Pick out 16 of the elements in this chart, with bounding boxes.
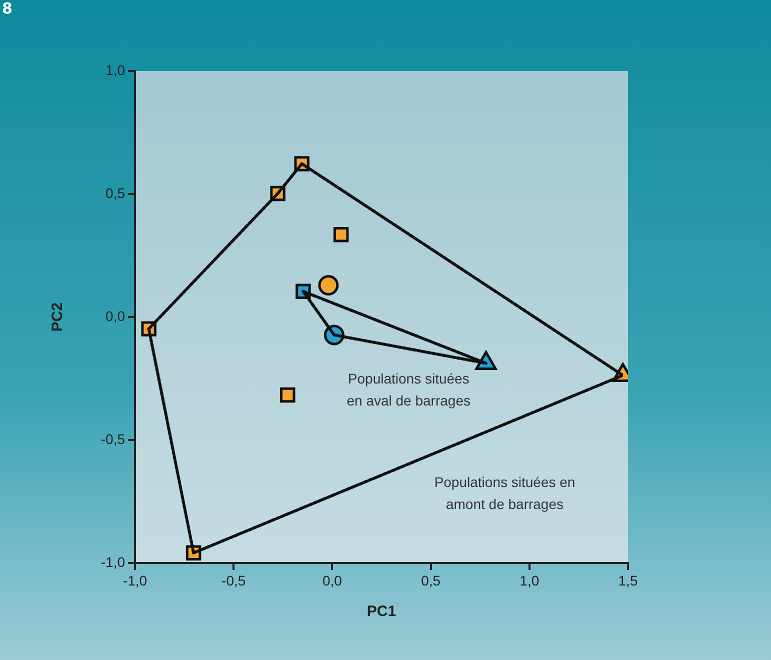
annotation: Populations situées en amont de barrages bbox=[434, 474, 576, 512]
y-tick-label: 0,5 bbox=[106, 184, 126, 201]
x-tick-label: 0,0 bbox=[322, 572, 342, 588]
x-tick-label: -1,0 bbox=[122, 572, 148, 588]
y-tick-label: -0,5 bbox=[100, 430, 126, 447]
y-tick-label: 1,0 bbox=[106, 62, 126, 78]
x-tick-label: 1,5 bbox=[618, 572, 638, 588]
text: 8 bbox=[2, 0, 12, 18]
x-tick-label: 1,0 bbox=[520, 572, 540, 588]
annotation: Populations situées en aval de barrages bbox=[346, 370, 470, 409]
x-tick-label: 0,5 bbox=[421, 572, 441, 588]
y-tick-label: -1,0 bbox=[100, 554, 126, 570]
x-axis-title: PC1 bbox=[366, 603, 396, 620]
x-tick-label: -0,5 bbox=[222, 572, 246, 588]
y-axis-title: PC2 bbox=[49, 302, 66, 332]
y-tick-label: 0,0 bbox=[106, 308, 126, 324]
